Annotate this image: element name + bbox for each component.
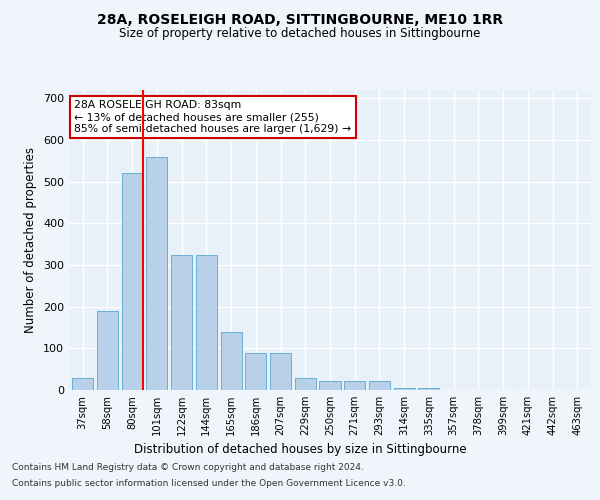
Text: Contains HM Land Registry data © Crown copyright and database right 2024.: Contains HM Land Registry data © Crown c…	[12, 464, 364, 472]
Bar	[394, 388, 415, 390]
Bar	[319, 381, 341, 390]
Bar	[369, 381, 390, 390]
Text: 28A, ROSELEIGH ROAD, SITTINGBOURNE, ME10 1RR: 28A, ROSELEIGH ROAD, SITTINGBOURNE, ME10…	[97, 12, 503, 26]
Bar	[221, 332, 242, 390]
Bar	[245, 352, 266, 390]
Bar	[171, 254, 192, 390]
Text: Size of property relative to detached houses in Sittingbourne: Size of property relative to detached ho…	[119, 28, 481, 40]
Bar	[418, 388, 439, 390]
Text: Contains public sector information licensed under the Open Government Licence v3: Contains public sector information licen…	[12, 478, 406, 488]
Bar	[72, 378, 93, 390]
Text: 28A ROSELEIGH ROAD: 83sqm
← 13% of detached houses are smaller (255)
85% of semi: 28A ROSELEIGH ROAD: 83sqm ← 13% of detac…	[74, 100, 352, 134]
Bar	[97, 311, 118, 390]
Bar	[122, 174, 143, 390]
Bar	[270, 352, 291, 390]
Bar	[295, 378, 316, 390]
Bar	[146, 156, 167, 390]
Text: Distribution of detached houses by size in Sittingbourne: Distribution of detached houses by size …	[134, 442, 466, 456]
Bar	[196, 254, 217, 390]
Y-axis label: Number of detached properties: Number of detached properties	[25, 147, 37, 333]
Bar	[344, 381, 365, 390]
